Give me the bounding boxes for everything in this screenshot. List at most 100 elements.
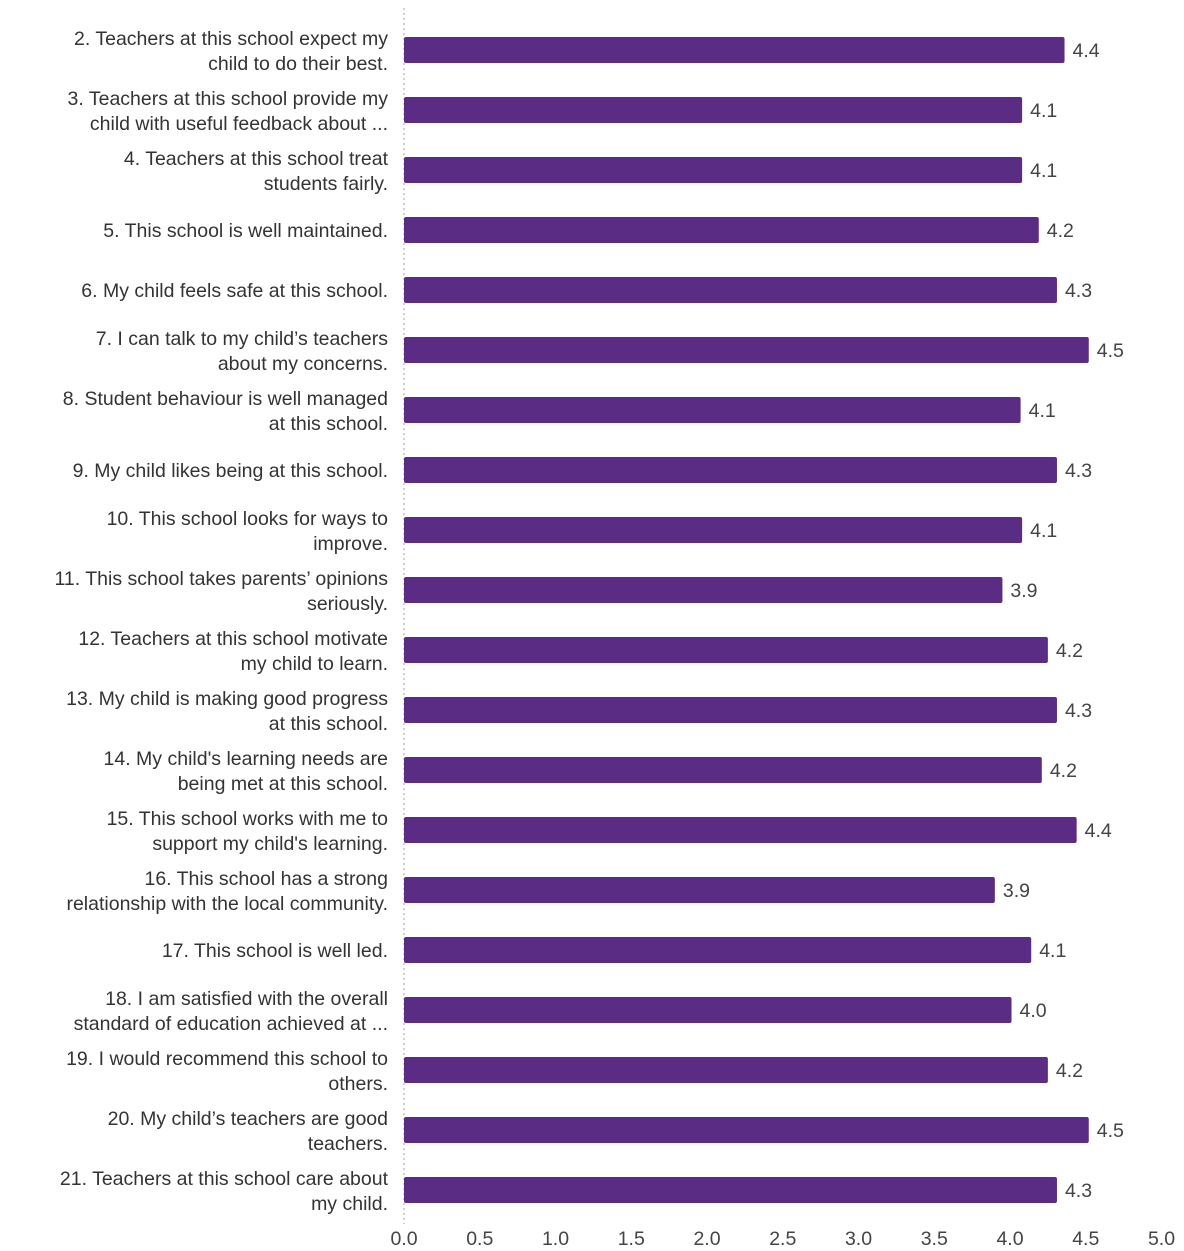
value-label: 4.2	[1047, 220, 1074, 242]
category-label-line: 9. My child likes being at this school.	[73, 460, 388, 482]
x-tick-label: 5.0	[1148, 1228, 1175, 1250]
bar	[404, 337, 1089, 363]
bar	[404, 1177, 1057, 1203]
x-tick-label: 2.5	[769, 1228, 796, 1250]
value-label: 4.3	[1065, 460, 1092, 482]
category-label-line: 20. My child’s teachers are good	[108, 1108, 388, 1130]
bar	[404, 37, 1065, 63]
category-label: 8. Student behaviour is well managed at t…	[63, 388, 388, 435]
x-tick-label: 1.0	[542, 1228, 569, 1250]
category-label: 19. I would recommend this school to othe…	[66, 1048, 388, 1095]
category-label-line: 2. Teachers at this school expect my	[74, 28, 388, 50]
value-label: 4.3	[1065, 1180, 1092, 1202]
category-label-line: 17. This school is well led.	[162, 940, 388, 962]
value-label: 4.1	[1039, 940, 1066, 962]
value-label: 4.2	[1056, 640, 1083, 662]
category-label-line: 12. Teachers at this school motivate	[78, 628, 388, 650]
category-label-line: relationship with the local community.	[66, 893, 388, 915]
category-label-line: 7. I can talk to my child’s teachers	[96, 328, 389, 350]
value-label: 4.1	[1030, 520, 1057, 542]
category-label: 14. My child's learning needs are being m…	[104, 748, 388, 795]
category-labels-layer: 2. Teachers at this school expect my chil…	[55, 28, 389, 1215]
category-label: 2. Teachers at this school expect my chil…	[74, 28, 388, 75]
category-label-line: 14. My child's learning needs are	[104, 748, 388, 770]
category-label-line: 8. Student behaviour is well managed	[63, 388, 388, 410]
x-tick-label: 2.0	[693, 1228, 720, 1250]
category-label-line: 19. I would recommend this school to	[66, 1048, 388, 1070]
category-label: 18. I am satisfied with the overall stand…	[74, 988, 388, 1035]
bar	[404, 1117, 1089, 1143]
category-label: 16. This school has a strong relationship…	[66, 868, 388, 915]
value-label: 4.4	[1085, 820, 1112, 842]
bar	[404, 577, 1003, 603]
bar	[404, 217, 1039, 243]
bar	[404, 1057, 1048, 1083]
category-label-line: teachers.	[308, 1133, 388, 1155]
category-label-line: others.	[328, 1073, 388, 1095]
x-tick-label: 0.5	[466, 1228, 493, 1250]
category-label: 10. This school looks for ways to improve…	[107, 508, 389, 555]
x-tick-label: 3.0	[845, 1228, 872, 1250]
bar	[404, 937, 1032, 963]
category-label-line: seriously.	[307, 593, 388, 615]
bar	[404, 97, 1023, 123]
category-label-line: at this school.	[269, 413, 388, 435]
category-label-line: at this school.	[269, 713, 388, 735]
category-label-line: students fairly.	[264, 173, 388, 195]
category-label: 3. Teachers at this school provide my chi…	[68, 88, 389, 135]
category-label-line: 15. This school works with me to	[107, 808, 389, 830]
bar	[404, 997, 1012, 1023]
category-label-line: support my child's learning.	[152, 833, 388, 855]
bar	[404, 877, 995, 903]
bar	[404, 397, 1021, 423]
x-tick-label: 0.0	[390, 1228, 417, 1250]
category-label-line: about my concerns.	[218, 353, 388, 375]
bar	[404, 757, 1042, 783]
bar	[404, 817, 1077, 843]
value-label: 4.3	[1065, 700, 1092, 722]
category-label-line: 6. My child feels safe at this school.	[81, 280, 388, 302]
category-label: 11. This school takes parents’ opinions s…	[55, 568, 389, 615]
value-label: 4.1	[1030, 100, 1057, 122]
bar	[404, 157, 1023, 183]
category-label: 4. Teachers at this school treat students…	[124, 148, 389, 195]
value-label: 3.9	[1003, 880, 1030, 902]
category-label-line: improve.	[313, 533, 388, 555]
value-label: 4.1	[1029, 400, 1056, 422]
category-label: 21. Teachers at this school care about my…	[60, 1168, 389, 1215]
bar	[404, 637, 1048, 663]
category-label: 5. This school is well maintained.	[103, 220, 388, 242]
category-label-line: 4. Teachers at this school treat	[124, 148, 389, 170]
value-label: 4.2	[1056, 1060, 1083, 1082]
bar	[404, 457, 1057, 483]
category-label: 17. This school is well led.	[162, 940, 388, 962]
value-label: 4.3	[1065, 280, 1092, 302]
category-label-line: 21. Teachers at this school care about	[60, 1168, 389, 1190]
value-label: 4.0	[1020, 1000, 1047, 1022]
category-label: 6. My child feels safe at this school.	[81, 280, 388, 302]
category-label-line: 11. This school takes parents’ opinions	[55, 568, 389, 590]
category-label: 13. My child is making good progress at t…	[66, 688, 388, 735]
x-tick-label: 1.5	[618, 1228, 645, 1250]
x-tick-labels-layer: 0.0 0.5 1.0 1.5 2.0 2.5 3.0 3.5 4.0 4.5 5.0	[390, 1228, 1175, 1250]
bar	[404, 697, 1057, 723]
value-label: 4.5	[1097, 1120, 1124, 1142]
value-label: 4.5	[1097, 340, 1124, 362]
category-label-line: child to do their best.	[208, 53, 388, 75]
category-label-line: being met at this school.	[178, 773, 388, 795]
category-label-line: 18. I am satisfied with the overall	[105, 988, 388, 1010]
x-tick-label: 4.0	[996, 1228, 1023, 1250]
value-label: 4.1	[1030, 160, 1057, 182]
category-label-line: standard of education achieved at ...	[74, 1013, 388, 1035]
category-label-line: 16. This school has a strong	[144, 868, 388, 890]
x-tick-label: 4.5	[1072, 1228, 1099, 1250]
value-label: 4.4	[1073, 40, 1100, 62]
category-label: 7. I can talk to my child’s teachers abou…	[96, 328, 389, 375]
category-label: 12. Teachers at this school motivate my c…	[78, 628, 388, 675]
value-labels-layer: 4.4 4.1 4.1 4.2 4.3 4.5 4.1 4.3 4.1 3.9 4.2 4.3 4.2 4…	[1003, 40, 1124, 1202]
category-label-line: my child.	[311, 1193, 388, 1215]
category-label: 9. My child likes being at this school.	[73, 460, 388, 482]
category-label-line: my child to learn.	[241, 653, 388, 675]
category-label-line: 13. My child is making good progress	[66, 688, 388, 710]
